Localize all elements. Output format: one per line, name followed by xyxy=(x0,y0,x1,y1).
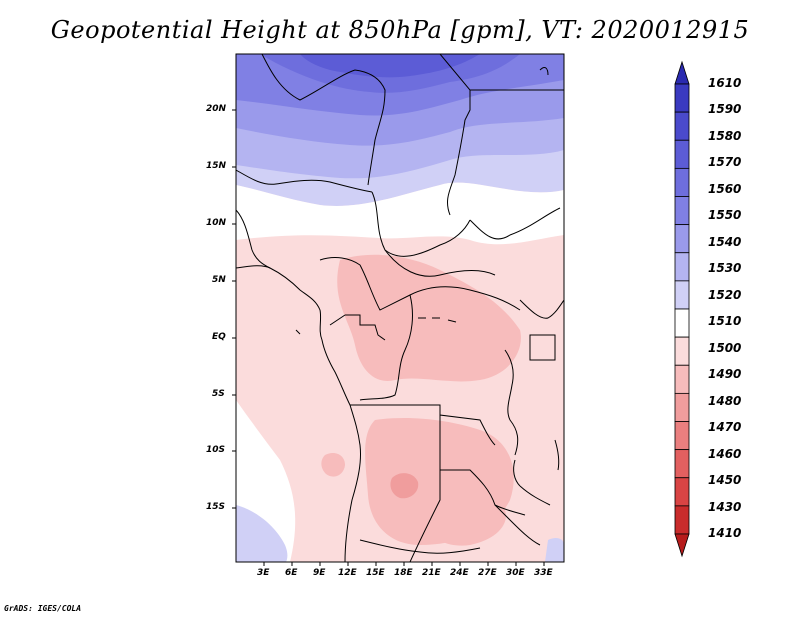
colorbar-bottom-arrow xyxy=(674,533,690,558)
lon-label-9e: 9E xyxy=(313,568,326,578)
colorbar-label: 1610 xyxy=(708,76,742,90)
colorbar-label: 1490 xyxy=(708,367,742,382)
country-borders xyxy=(236,54,564,562)
colorbar-swatch xyxy=(674,336,690,366)
colorbar-label: 1550 xyxy=(708,208,742,223)
lat-label-10s: 10S xyxy=(206,445,226,455)
lon-label-24e: 24E xyxy=(450,568,469,578)
colorbar-label: 1580 xyxy=(708,128,742,143)
colorbar-label: 1520 xyxy=(708,287,742,302)
colorbar-label: 1460 xyxy=(708,446,742,461)
colorbar-top-arrow xyxy=(674,60,690,85)
colorbar-swatch xyxy=(674,111,690,141)
lat-label-10n: 10N xyxy=(206,218,227,228)
colorbar-swatch xyxy=(674,167,690,197)
colorbar xyxy=(674,60,690,558)
colorbar-label: 1500 xyxy=(708,340,742,355)
lon-label-18e: 18E xyxy=(394,568,413,578)
colorbar-label: 1480 xyxy=(708,393,742,408)
colorbar-label: 1560 xyxy=(708,181,742,196)
lat-label-5n: 5N xyxy=(212,275,226,285)
colorbar-label: 1530 xyxy=(708,261,742,276)
lon-label-15e: 15E xyxy=(366,568,385,578)
colorbar-label: 1510 xyxy=(708,314,742,329)
lat-label-20n: 20N xyxy=(206,104,227,114)
lon-label-6e: 6E xyxy=(285,568,298,578)
lon-label-21e: 21E xyxy=(422,568,441,578)
lat-label-15n: 15N xyxy=(206,161,227,171)
map-frame xyxy=(235,53,565,563)
colorbar-label: 1540 xyxy=(708,234,742,249)
lat-label-eq: EQ xyxy=(212,332,226,342)
colorbar-swatch xyxy=(674,364,690,394)
colorbar-swatch xyxy=(674,280,690,310)
colorbar-swatch xyxy=(674,477,690,507)
colorbar-label: 1470 xyxy=(708,420,742,435)
colorbar-swatch xyxy=(674,449,690,479)
colorbar-swatch xyxy=(674,252,690,282)
lon-label-30e: 30E xyxy=(506,568,525,578)
colorbar-label: 1410 xyxy=(708,526,742,540)
lat-label-5s: 5S xyxy=(212,389,225,399)
lon-label-27e: 27E xyxy=(478,568,497,578)
colorbar-swatch xyxy=(674,505,690,535)
colorbar-label: 1570 xyxy=(708,155,742,170)
colorbar-swatch xyxy=(674,392,690,422)
colorbar-swatch xyxy=(674,421,690,451)
height-field xyxy=(236,54,564,562)
lon-label-33e: 33E xyxy=(534,568,553,578)
colorbar-swatch xyxy=(674,308,690,338)
colorbar-swatch xyxy=(674,83,690,113)
colorbar-swatch xyxy=(674,224,690,254)
colorbar-label: 1590 xyxy=(708,102,742,117)
colorbar-swatch xyxy=(674,139,690,169)
lat-label-15s: 15S xyxy=(206,502,226,512)
chart-title: Geopotential Height at 850hPa [gpm], VT:… xyxy=(50,16,750,44)
colorbar-label: 1450 xyxy=(708,473,742,488)
axis-ticks xyxy=(232,109,545,566)
colorbar-label: 1430 xyxy=(708,499,742,514)
grads-credit: GrADS: IGES/COLA xyxy=(4,604,82,613)
lon-label-12e: 12E xyxy=(338,568,357,578)
lon-label-3e: 3E xyxy=(257,568,270,578)
colorbar-swatch xyxy=(674,196,690,226)
